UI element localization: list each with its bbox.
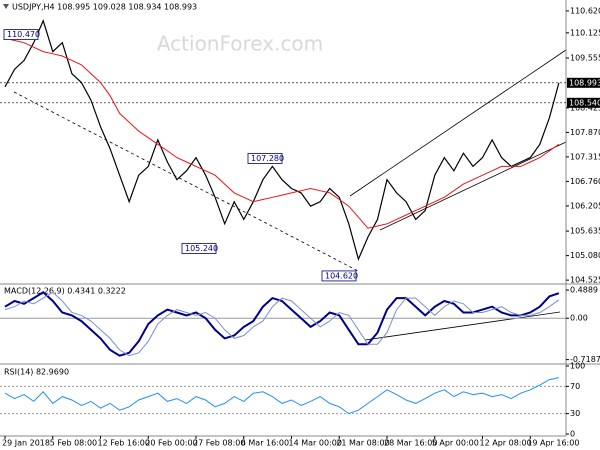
annotation-label: 104.620	[325, 271, 358, 280]
x-tick-label: 29 Jan 2018	[2, 439, 50, 448]
watermark: ActionForex.com	[157, 32, 323, 56]
annotation-label: 107.280	[251, 154, 284, 163]
y-tick-label: 0.00	[570, 314, 588, 323]
x-tick-label: 27 Feb 08:00	[193, 439, 245, 448]
y-tick-label: 106.760	[570, 177, 600, 186]
x-tick-label: 5 Apr 00:00	[432, 439, 479, 448]
series-line	[4, 37, 560, 229]
annotation-box	[181, 243, 217, 254]
trend-line	[13, 91, 361, 273]
level-label: 108.993	[569, 78, 600, 87]
y-tick-label: 110.125	[570, 28, 600, 37]
y-tick-label: -0.7187	[570, 355, 600, 364]
y-tick-label: 100	[570, 362, 585, 371]
level-box	[567, 97, 600, 108]
series-line	[4, 291, 560, 357]
x-tick-label: 5 Feb 08:00	[50, 439, 97, 448]
macd-trend-line	[364, 311, 561, 341]
series-line	[4, 291, 560, 357]
y-tick-label: 110.620	[570, 6, 600, 15]
level-label: 108.540	[569, 98, 600, 107]
y-tick-label: 0.4889	[570, 286, 598, 295]
series-line	[4, 377, 560, 415]
annotation-box	[3, 29, 39, 40]
y-tick-label: 105.080	[570, 251, 600, 260]
series-line	[4, 18, 560, 262]
annotation-label: 110.470	[7, 30, 40, 39]
y-tick-label: 105.635	[570, 227, 600, 236]
y-tick-label: 106.205	[570, 201, 600, 210]
level-box	[567, 77, 600, 88]
y-tick-label: 109.555	[570, 53, 600, 62]
annotation-label: 105.240	[185, 244, 218, 253]
macd-title: MACD(12,26,9) 0.4341 0.3222	[4, 287, 126, 296]
x-tick-label: 19 Apr 16:00	[527, 439, 579, 448]
x-tick-label: 28 Mar 16:00	[384, 439, 437, 448]
channel-line	[349, 49, 567, 197]
y-tick-label: 0	[570, 430, 575, 439]
rsi-title: RSI(14) 82.9690	[4, 368, 69, 377]
y-tick-label: 104.525	[570, 276, 600, 285]
y-tick-label: 107.315	[570, 152, 600, 161]
annotation-box	[321, 270, 357, 282]
x-tick-label: 21 Mar 08:00	[336, 439, 389, 448]
channel-line	[379, 141, 567, 231]
x-tick-label: 12 Apr 08:00	[480, 439, 532, 448]
x-tick-label: 20 Feb 00:00	[145, 439, 197, 448]
y-tick-label: 108.425	[570, 103, 600, 112]
x-tick-label: 12 Feb 16:00	[98, 439, 150, 448]
annotation-box	[247, 153, 283, 164]
symbol-icon	[3, 4, 9, 9]
y-tick-label: 70	[570, 382, 580, 391]
y-tick-label: 107.870	[570, 128, 600, 137]
trend-lines	[13, 49, 567, 341]
y-tick-label: 30	[570, 409, 580, 418]
chart-title: USDJPY,H4 108.995 109.028 108.934 108.99…	[12, 3, 197, 12]
x-tick-label: 14 Mar 00:00	[289, 439, 342, 448]
x-tick-label: 6 Mar 16:00	[241, 439, 289, 448]
